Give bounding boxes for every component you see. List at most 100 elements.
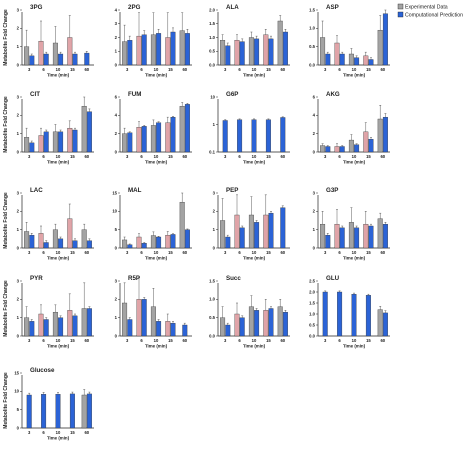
y-tick-label: 1.5 <box>309 7 315 12</box>
bar-computational <box>170 322 176 337</box>
x-tick-label: 10 <box>154 250 159 255</box>
bar-experimental <box>363 131 369 153</box>
x-tick-label: 6 <box>140 250 143 255</box>
bar-computational <box>184 33 190 66</box>
bar-experimental <box>24 231 30 249</box>
y-tick-label: 0.0 <box>309 333 315 338</box>
y-tick-label: 3 <box>115 21 118 26</box>
bar-computational <box>58 317 64 337</box>
x-axis-label: Time (min) <box>343 256 366 261</box>
x-tick-label: 6 <box>140 338 143 343</box>
y-tick-label: 1.0 <box>209 297 215 302</box>
x-axis-label: Time (min) <box>145 256 168 261</box>
bar-experimental <box>234 40 240 66</box>
chart-title: GLU <box>326 275 340 282</box>
y-tick-label: 1 <box>115 49 118 54</box>
chart-3pg: 3PG 0 1 2 3 3 6 10 15 60 Time (min) <box>17 4 94 78</box>
bar-experimental <box>67 37 73 66</box>
y-tick-label: 0 <box>313 149 316 154</box>
bar-computational <box>141 243 147 249</box>
chart-ala: ALA 0.0 0.5 1.0 1.5 2.0 3 6 10 15 60 Time (min) <box>209 4 290 78</box>
bar-computational <box>41 394 47 429</box>
chart-lac: LAC 0 1 2 3 3 6 10 15 60 Time (min) <box>17 187 94 261</box>
bar-experimental <box>377 218 383 249</box>
chart-r5p: R5P 0 1 2 3 3 6 10 15 60 Time (min) <box>115 275 192 349</box>
y-tick-label: 15 <box>112 190 117 195</box>
bar-computational <box>254 38 260 66</box>
y-tick-label: 3 <box>115 278 118 283</box>
y-tick-label: 3 <box>313 190 316 195</box>
chart-title: G6P <box>226 91 238 98</box>
chart-asp: ASP 0.0 0.5 1.0 1.5 3 6 10 15 60 Time (min) <box>309 4 390 78</box>
bar-computational <box>26 394 32 429</box>
x-axis-label: Time (min) <box>145 73 168 78</box>
x-axis-label: Time (min) <box>243 73 266 78</box>
bar-computational <box>55 394 61 429</box>
bar-experimental <box>263 214 269 249</box>
x-tick-label: 6 <box>338 67 341 72</box>
bar-computational <box>58 238 64 249</box>
bar-computational <box>127 40 133 66</box>
bar-computational <box>29 321 35 337</box>
x-tick-label: 10 <box>352 67 357 72</box>
bar-experimental <box>81 105 87 153</box>
bar-computational <box>86 111 92 153</box>
y-tick-label: 1 <box>115 315 118 320</box>
y-tick-label: 0 <box>17 149 20 154</box>
bar-experimental <box>334 223 340 249</box>
x-tick-label: 6 <box>238 338 241 343</box>
bar-experimental <box>320 37 326 66</box>
bar-experimental <box>179 105 185 153</box>
x-tick-label: 6 <box>42 154 45 159</box>
x-tick-label: 60 <box>280 250 285 255</box>
y-tick-label: 2 <box>213 209 216 214</box>
bar-computational <box>184 104 190 153</box>
y-tick-label: 0 <box>115 333 118 338</box>
y-tick-label: 0 <box>115 62 118 67</box>
bar-experimental <box>234 214 240 249</box>
x-tick-label: 3 <box>28 154 31 159</box>
y-tick-label: 1 <box>17 227 20 232</box>
bar-computational <box>382 312 388 337</box>
bar-experimental <box>150 235 156 249</box>
bar-experimental <box>248 214 254 249</box>
chart-title: Succ <box>226 275 241 282</box>
y-tick-label: 0.5 <box>309 44 315 49</box>
bar-computational <box>280 117 286 153</box>
x-tick-label: 10 <box>56 338 61 343</box>
bar-experimental <box>81 394 87 429</box>
x-tick-label: 10 <box>56 154 61 159</box>
x-tick-label: 60 <box>84 250 89 255</box>
y-tick-label: 2.0 <box>209 7 215 12</box>
x-tick-label: 10 <box>154 154 159 159</box>
chart-pyr: PYR 0 1 2 3 3 6 10 15 60 Time (min) <box>17 275 94 349</box>
legend-label-experimental: Experimental Data <box>405 5 448 11</box>
bar-experimental <box>348 53 354 66</box>
x-axis-label: Time (min) <box>243 160 266 165</box>
y-tick-label: 1.0 <box>309 26 315 31</box>
bar-experimental <box>136 127 142 153</box>
chart-title: LAC <box>30 187 43 194</box>
bar-computational <box>354 144 360 153</box>
y-tick-label: 15 <box>14 370 19 375</box>
bar-computational <box>268 308 274 337</box>
x-tick-label: 15 <box>168 250 173 255</box>
bar-computational <box>325 234 331 249</box>
x-tick-label: 3 <box>224 338 227 343</box>
chart-title: G3P <box>326 187 338 194</box>
y-tick-label: 3 <box>213 190 216 195</box>
bar-computational <box>254 222 260 249</box>
bar-experimental <box>277 20 283 66</box>
x-tick-label: 6 <box>140 154 143 159</box>
y-tick-label: 1 <box>213 122 216 127</box>
x-tick-label: 15 <box>70 154 75 159</box>
y-tick-label: 0 <box>17 245 20 250</box>
x-tick-label: 60 <box>380 338 385 343</box>
legend-label-computational: Computational Prediction <box>405 13 463 19</box>
bar-experimental <box>38 233 44 249</box>
bar-computational <box>72 53 78 66</box>
y-tick-label: 0 <box>17 62 20 67</box>
y-tick-label: 0.0 <box>209 62 215 67</box>
x-tick-label: 3 <box>324 154 327 159</box>
bar-experimental <box>38 313 44 337</box>
